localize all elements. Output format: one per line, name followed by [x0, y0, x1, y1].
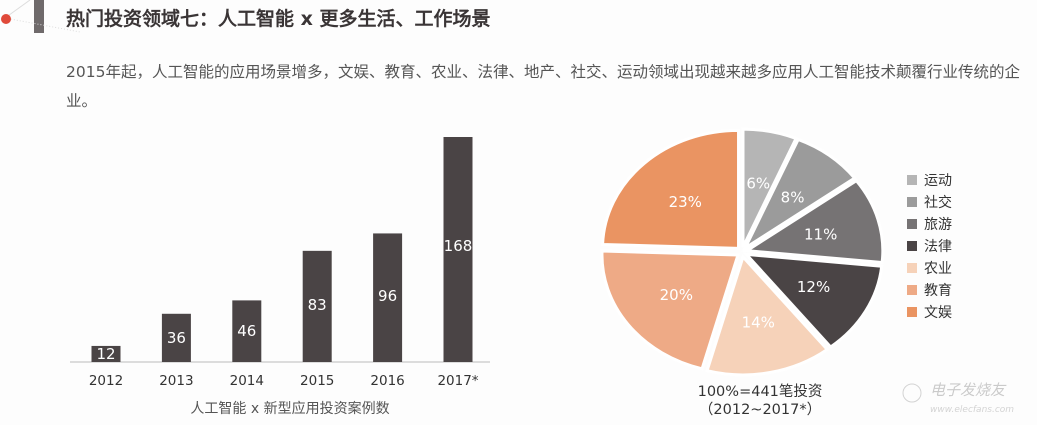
pie-slice [741, 137, 857, 253]
watermark: 电子发烧友 www.elecfans.com [902, 381, 1014, 415]
legend-label: 文娱 [924, 305, 952, 321]
bar-value-label: 96 [378, 287, 397, 305]
pie-slice [742, 252, 884, 349]
pie-chart-subtitle: （2012~2017*） [699, 401, 821, 418]
title-accent-bar [34, 0, 44, 33]
description: 2015年起，人工智能的应用场景增多，文娱、教育、农业、法律、地产、社交、运动领… [66, 63, 1020, 110]
pie-slice-label: 14% [742, 313, 775, 331]
legend-label: 教育 [924, 283, 952, 299]
x-tick-label: 2016 [370, 373, 404, 389]
x-tick-label: 2012 [89, 373, 123, 389]
corner-decoration [1, 0, 80, 33]
bar-value-label: 12 [96, 345, 115, 363]
legend-label: 社交 [924, 194, 952, 211]
pie-chart-title: 100%=441笔投资 [698, 383, 823, 400]
bar-value-label: 36 [167, 329, 186, 347]
legend-swatch [907, 263, 917, 273]
legend-label: 法律 [924, 239, 952, 255]
bar-value-label: 46 [237, 322, 256, 340]
legend-label: 农业 [924, 261, 952, 277]
pie-slice [742, 178, 885, 265]
pie-slice-label: 8% [781, 188, 805, 206]
bar [91, 345, 121, 362]
pie-slice-label: 12% [797, 278, 830, 296]
legend-swatch [907, 219, 917, 229]
pie-slice [741, 127, 799, 248]
pie-slice [601, 128, 741, 250]
pie-slice [600, 249, 741, 371]
legend-swatch [907, 307, 917, 317]
bar [161, 313, 191, 362]
bar [232, 300, 262, 362]
legend-swatch [907, 175, 917, 185]
legend-swatch [907, 241, 917, 251]
bar-value-label: 83 [308, 296, 327, 314]
page-title: 热门投资领域七：人工智能 x 更多生活、工作场景 [66, 8, 491, 30]
x-tick-label: 2017* [437, 373, 478, 389]
pie-slice [705, 253, 830, 377]
legend-swatch [907, 197, 917, 207]
bar [443, 137, 473, 362]
bar-value-label: 168 [444, 237, 473, 255]
pie-slice-label: 23% [669, 193, 702, 211]
x-tick-label: 2014 [230, 373, 264, 389]
svg-text:www.elecfans.com: www.elecfans.com [930, 405, 1014, 415]
x-tick-label: 2015 [300, 373, 334, 389]
bar [373, 233, 403, 362]
svg-text:电子发烧友: 电子发烧友 [930, 381, 1007, 399]
pie-slice-label: 11% [804, 225, 837, 243]
legend-label: 运动 [924, 173, 952, 189]
x-tick-label: 2013 [159, 373, 193, 389]
bar-chart-title: 人工智能 x 新型应用投资案例数 [190, 400, 389, 417]
pie-slice-label: 20% [660, 286, 693, 304]
legend-swatch [907, 285, 917, 295]
pie-slice-label: 6% [746, 175, 770, 193]
bar [302, 250, 332, 362]
legend-label: 旅游 [924, 217, 952, 233]
